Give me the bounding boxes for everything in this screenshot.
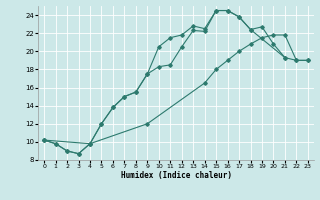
- X-axis label: Humidex (Indice chaleur): Humidex (Indice chaleur): [121, 171, 231, 180]
